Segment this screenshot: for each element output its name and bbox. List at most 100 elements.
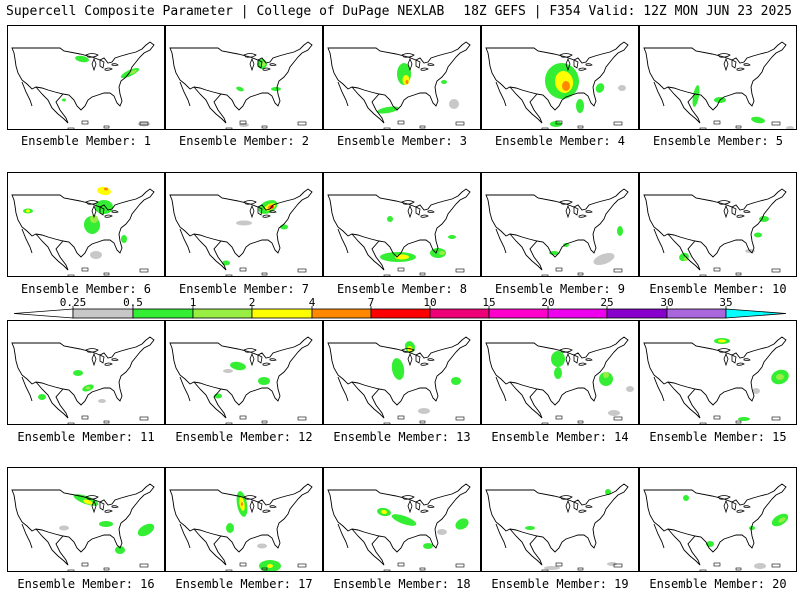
us-outline (485, 483, 629, 553)
baja-coast (495, 228, 507, 254)
coastline-segment (103, 420, 110, 424)
coastline-segment (397, 120, 405, 125)
baja-coast (653, 228, 665, 254)
scp-field-gray (257, 543, 267, 549)
coastline-segment (139, 268, 149, 273)
us-basemap (169, 336, 313, 424)
baja-coast (337, 376, 349, 402)
coastline-segment (261, 420, 268, 424)
scp-field-green (38, 394, 46, 400)
coastline-segment (577, 125, 584, 129)
scp-field-lime (776, 374, 784, 380)
coastline-segment (419, 420, 426, 424)
mexico-coast (351, 86, 385, 124)
scp-field-green (115, 546, 125, 554)
scp-field-yellow (26, 209, 30, 213)
great-lake (104, 214, 113, 218)
scp-field-green (441, 80, 447, 84)
great-lake (249, 57, 255, 72)
baja-coast (179, 228, 191, 254)
baja-coast (495, 523, 507, 549)
coastline-segment (225, 569, 233, 571)
great-lake (415, 501, 421, 511)
coastline-segment (699, 569, 707, 571)
ensemble-member-map-16 (7, 467, 165, 572)
us-basemap (327, 188, 471, 276)
coastline-segment (297, 268, 307, 273)
scp-field-gray (59, 525, 69, 531)
coastline-segment (81, 120, 89, 125)
ensemble-member-map-5 (639, 25, 797, 130)
coastline-segment (713, 415, 721, 420)
ensemble-member-map-17 (165, 467, 323, 572)
mexico-coast (35, 528, 69, 566)
member-label-1: Ensemble Member: 1 (20, 134, 152, 148)
coastline-segment (735, 272, 742, 276)
coastline-segment (455, 563, 465, 568)
scp-field-green (99, 521, 113, 527)
great-lake (262, 509, 271, 513)
ensemble-member-map-15 (639, 320, 797, 425)
baja-coast (179, 81, 191, 107)
mexico-coast (667, 381, 701, 419)
ensemble-member-map-13 (323, 320, 481, 425)
member-label-16: Ensemble Member: 16 (17, 577, 155, 591)
scp-field-lime (603, 372, 609, 378)
great-lake (565, 499, 571, 514)
great-lake (111, 210, 119, 213)
colorbar-tick-label: 30 (660, 296, 673, 309)
colorbar-segment (488, 308, 549, 319)
scp-field-orange (562, 81, 570, 91)
mexico-coast (193, 233, 227, 271)
great-lake (736, 509, 745, 513)
great-lake (559, 200, 573, 205)
great-lake (249, 499, 255, 514)
scp-field-lime (129, 69, 137, 75)
mexico-coast (193, 528, 227, 566)
great-lake (573, 354, 579, 364)
coastline-segment (419, 567, 426, 571)
member-label-8: Ensemble Member: 8 (336, 282, 468, 296)
scp-field-green (121, 235, 127, 243)
great-lake (427, 505, 435, 508)
great-lake (91, 57, 97, 72)
great-lake (585, 63, 593, 66)
us-outline (643, 41, 787, 111)
scp-field-green (73, 370, 83, 376)
coastline-segment (139, 416, 149, 421)
coastline-segment (419, 125, 426, 129)
coastline-segment (577, 272, 584, 276)
coastline-segment (771, 268, 781, 273)
us-outline (485, 41, 629, 111)
us-basemap (169, 483, 313, 571)
ensemble-member-map-14 (481, 320, 639, 425)
coastline-segment (541, 569, 549, 571)
scp-field-green (692, 85, 700, 107)
ensemble-member-map-6 (7, 172, 165, 277)
coastline-segment (225, 127, 233, 129)
us-basemap (327, 336, 471, 424)
baja-coast (653, 376, 665, 402)
great-lake (407, 57, 413, 72)
scp-field-green (576, 99, 584, 113)
great-lake (257, 501, 263, 511)
coastline-segment (713, 120, 721, 125)
great-lake (262, 67, 271, 71)
scp-field-gray (607, 562, 617, 566)
member-label-3: Ensemble Member: 3 (336, 134, 468, 148)
colorbar-segment (370, 308, 431, 319)
colorbar-tick-label: 20 (541, 296, 554, 309)
great-lake (723, 499, 729, 514)
colorbar-segment (72, 308, 134, 319)
great-lake (427, 210, 435, 213)
coastline-segment (555, 120, 563, 125)
coastline-segment (103, 272, 110, 276)
great-lake (565, 57, 571, 72)
scp-field-gray (544, 566, 560, 570)
colorbar-tick-label: 2 (249, 296, 256, 309)
great-lake (420, 214, 429, 218)
great-lake (578, 214, 587, 218)
great-lake (578, 362, 587, 366)
great-lake (731, 206, 737, 216)
scp-field-gray (754, 563, 766, 569)
